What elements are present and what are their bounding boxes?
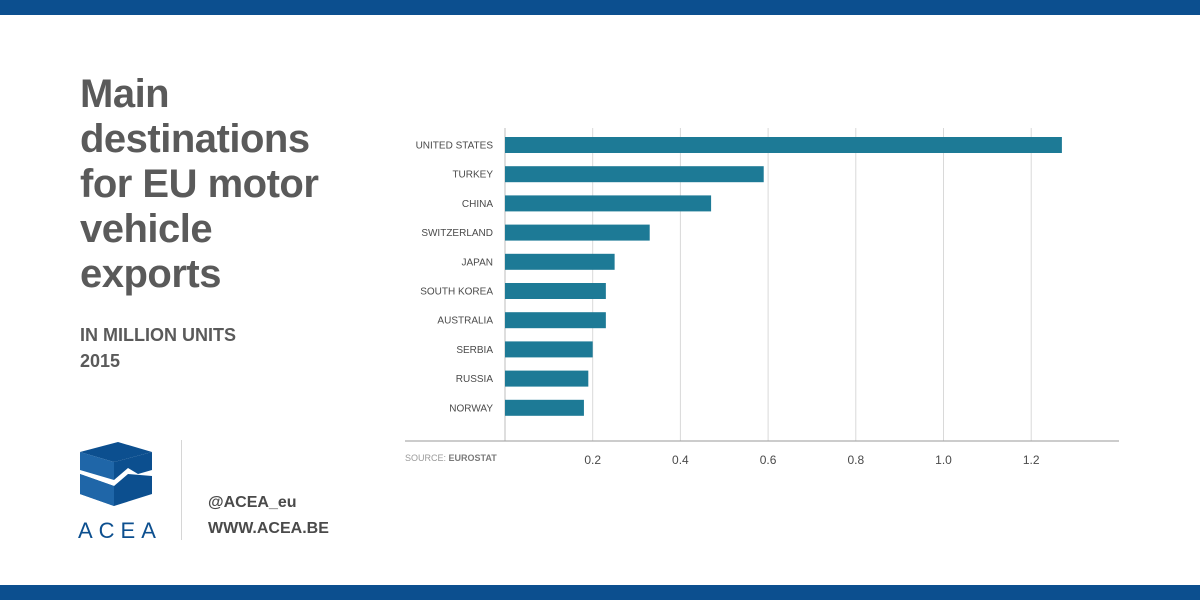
bar (505, 137, 1062, 153)
bar (505, 166, 764, 183)
x-tick-label: 0.6 (760, 453, 777, 467)
website-link[interactable]: WWW.ACEA.BE (208, 520, 329, 537)
bar (505, 399, 584, 416)
acea-logo: ACEA (78, 440, 158, 545)
x-tick-label: 0.4 (672, 453, 689, 467)
category-label: NORWAY (449, 403, 493, 414)
unit-label: IN MILLION UNITS (80, 325, 236, 345)
bar (505, 253, 615, 270)
category-label: CHINA (462, 199, 493, 210)
x-tick-label: 1.2 (1023, 453, 1040, 467)
year-label: 2015 (80, 351, 121, 371)
x-tick-label: 0.8 (847, 453, 864, 467)
source-prefix: SOURCE: (405, 453, 447, 463)
acea-logo-icon (80, 442, 152, 506)
bar (505, 195, 712, 212)
vertical-divider (181, 440, 182, 540)
bar (505, 370, 589, 387)
logo-wordmark: ACEA (78, 518, 162, 543)
bar (505, 312, 606, 329)
x-tick-label: 0.2 (584, 453, 601, 467)
category-label: RUSSIA (456, 374, 494, 385)
category-label: JAPAN (462, 257, 494, 268)
twitter-handle[interactable]: @ACEA_eu (208, 494, 297, 511)
x-tick-label: 1.0 (935, 453, 952, 467)
bar-chart: UNITED STATES TURKEY CHINA SWITZERLAND JAPAN… (405, 128, 1119, 467)
top-band (0, 0, 1200, 15)
bar (505, 283, 606, 299)
category-label: AUSTRALIA (437, 316, 493, 327)
subtitle: IN MILLION UNITS 2015 (80, 322, 236, 374)
bottom-band (0, 585, 1200, 600)
category-label: SOUTH KOREA (420, 287, 493, 298)
category-label: SERBIA (456, 345, 493, 356)
bar (505, 341, 593, 358)
category-label: UNITED STATES (416, 141, 494, 152)
source-name: EUROSTAT (448, 453, 497, 463)
page-title: Main destinations for EU motor vehicle e… (80, 72, 319, 296)
category-label: TURKEY (452, 170, 493, 181)
contact-block: @ACEA_eu WWW.ACEA.BE (208, 490, 329, 542)
source-note: SOURCE: EUROSTAT (405, 453, 497, 463)
category-label: SWITZERLAND (421, 228, 493, 239)
bar (505, 224, 650, 241)
